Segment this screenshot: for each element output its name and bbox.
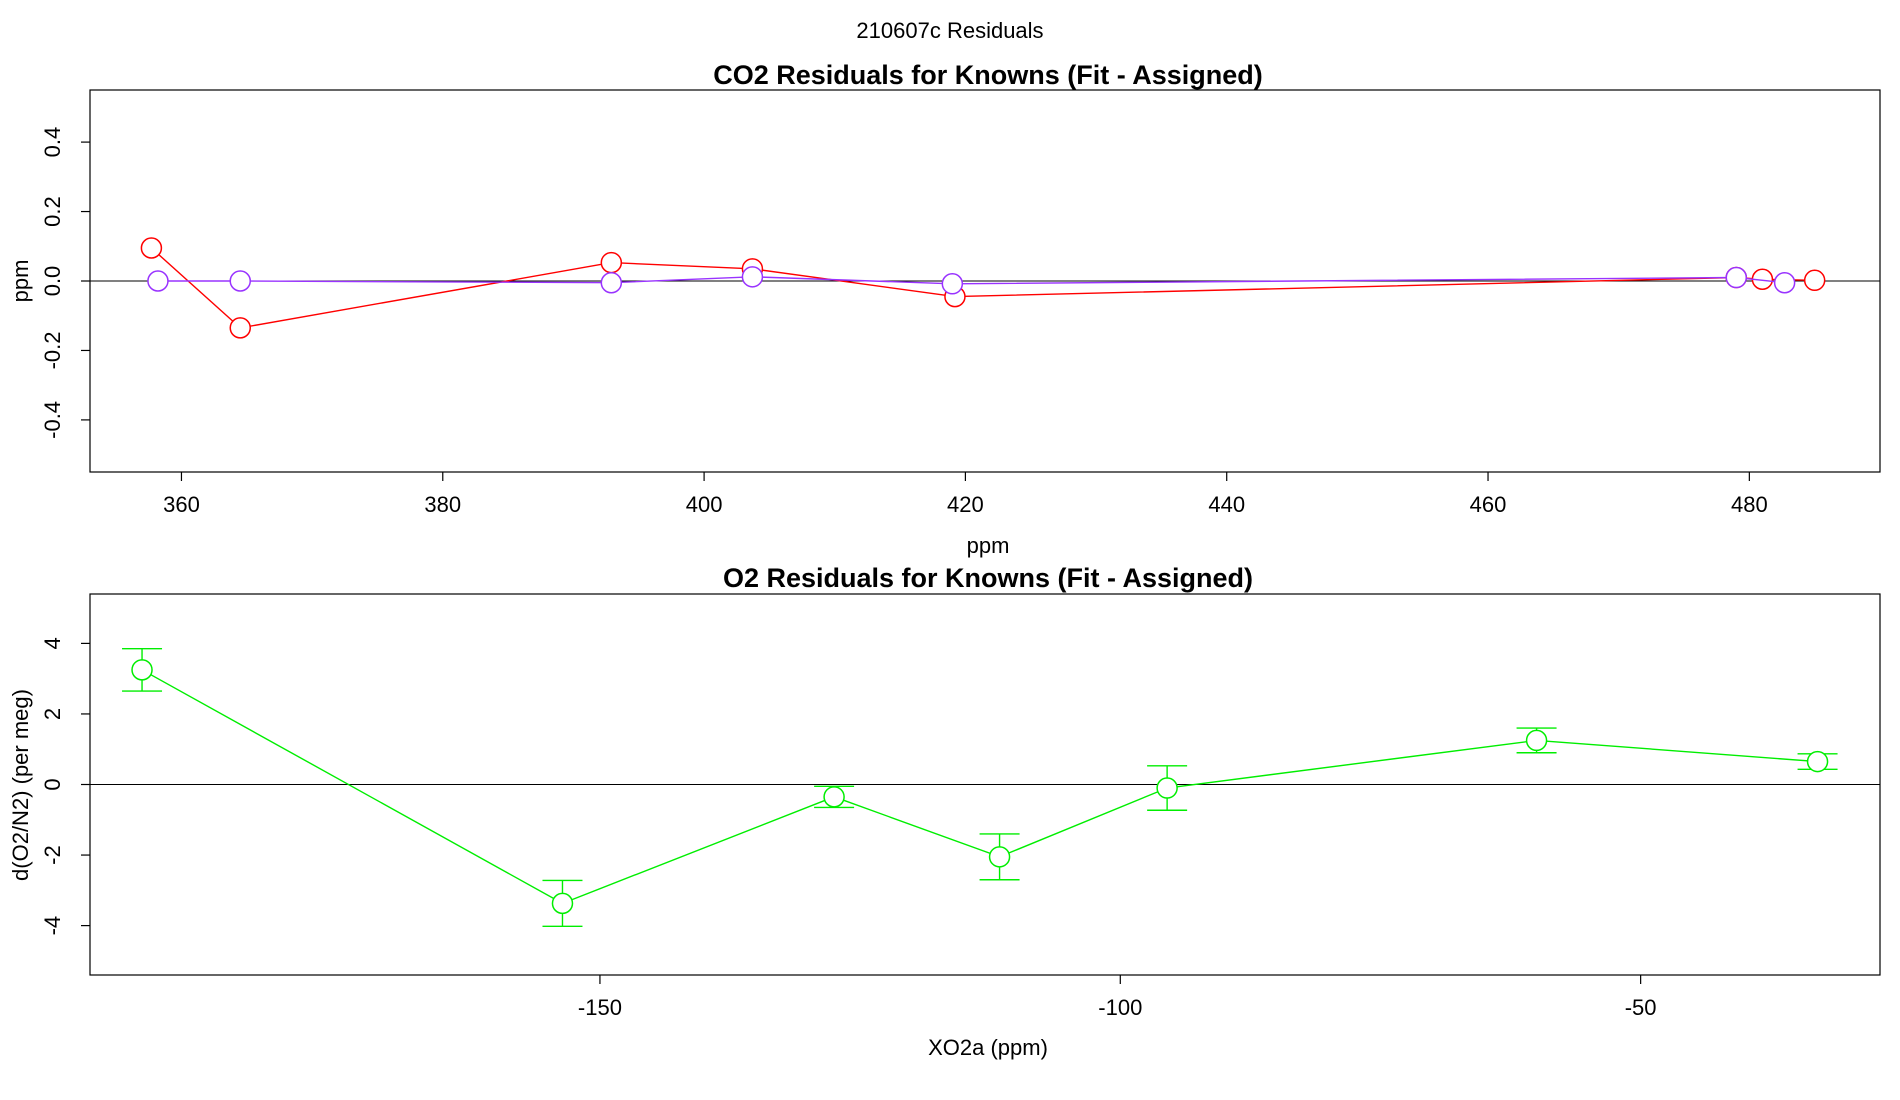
o2-x-tick-label: -50 bbox=[1625, 995, 1657, 1020]
co2-x-tick-label: 360 bbox=[163, 492, 200, 517]
o2-series-1-point bbox=[1156, 777, 1178, 799]
co2-y-tick-label: 0.0 bbox=[40, 266, 65, 297]
o2-y-axis-label: d(O2/N2) (per meg) bbox=[8, 689, 33, 881]
o2-series-1-point bbox=[1525, 729, 1548, 752]
o2-y-tick-label: 2 bbox=[40, 708, 65, 720]
o2-series-1-point bbox=[1806, 750, 1829, 773]
o2-series-1-point bbox=[988, 846, 1011, 868]
co2-series-2-point bbox=[229, 270, 252, 292]
co2-x-tick-label: 420 bbox=[947, 492, 984, 517]
co2-series-1-line bbox=[150, 247, 1815, 329]
co2-marks: 360 380 400 420 440 460 480 -0.4 -0.2 0.0 0.2 0.4 bbox=[40, 127, 1880, 517]
co2-x-tick-label: 480 bbox=[1731, 492, 1768, 517]
o2-x-axis-label: XO2a (ppm) bbox=[928, 1035, 1048, 1060]
co2-y-axis-label: ppm bbox=[8, 260, 33, 303]
co2-series-2-point bbox=[147, 270, 169, 292]
co2-residuals-panel: CO2 Residuals for Knowns (Fit - Assigned… bbox=[8, 60, 1881, 558]
o2-plot-title: O2 Residuals for Knowns (Fit - Assigned) bbox=[723, 563, 1253, 593]
co2-series-1-point bbox=[140, 237, 163, 259]
co2-x-tick-label: 440 bbox=[1208, 492, 1245, 517]
co2-series-2-point bbox=[1725, 266, 1748, 289]
co2-x-tick-label: 400 bbox=[686, 492, 723, 517]
co2-x-tick-label: 380 bbox=[424, 492, 461, 517]
co2-x-tick-label: 460 bbox=[1470, 492, 1507, 517]
o2-y-tick-label: -2 bbox=[40, 845, 65, 865]
o2-residuals-panel: O2 Residuals for Knowns (Fit - Assigned)… bbox=[8, 563, 1881, 1060]
co2-y-tick-label: -0.4 bbox=[40, 401, 65, 439]
co2-x-axis-label: ppm bbox=[967, 533, 1010, 558]
co2-series-2-point bbox=[741, 266, 764, 288]
co2-series-1-point bbox=[1803, 269, 1826, 292]
o2-y-tick-label: -4 bbox=[40, 916, 65, 936]
o2-series-1-point bbox=[131, 659, 153, 681]
co2-series-2-point bbox=[1773, 271, 1796, 294]
co2-y-tick-label: 0.4 bbox=[40, 127, 65, 158]
co2-y-tick-label: -0.2 bbox=[40, 331, 65, 369]
o2-y-tick-label: 4 bbox=[40, 637, 65, 649]
o2-marks: -150 -100 -50 -4 -2 0 2 4 bbox=[40, 637, 1880, 1020]
co2-series-1-point bbox=[229, 317, 252, 339]
co2-plot-title: CO2 Residuals for Knowns (Fit - Assigned… bbox=[713, 60, 1263, 90]
figure-title: 210607c Residuals bbox=[856, 18, 1043, 43]
o2-series-1-point bbox=[823, 786, 845, 808]
o2-x-tick-label: -150 bbox=[578, 995, 622, 1020]
co2-y-tick-label: 0.2 bbox=[40, 196, 65, 227]
o2-x-tick-label: -100 bbox=[1098, 995, 1142, 1020]
co2-series-2-point bbox=[941, 273, 964, 295]
o2-y-tick-label: 0 bbox=[40, 778, 65, 790]
o2-series-1-line bbox=[141, 669, 1818, 905]
o2-series-1-point bbox=[551, 892, 574, 915]
co2-series-1-point bbox=[600, 251, 623, 274]
co2-series-2-point bbox=[600, 271, 623, 294]
